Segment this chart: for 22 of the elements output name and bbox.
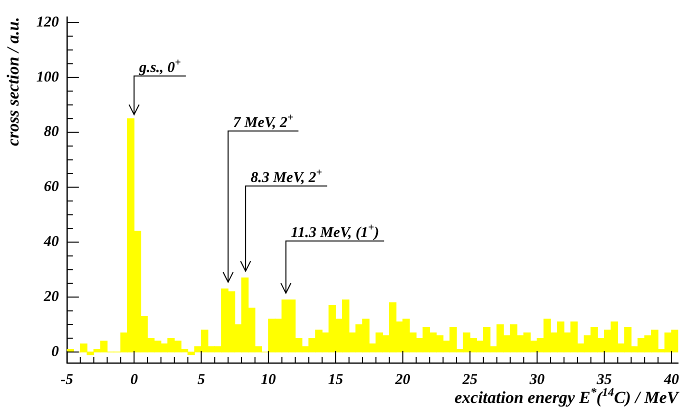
x-tick-label: 35 [596, 372, 612, 388]
annotation: 7 MeV, 2+ [233, 112, 294, 131]
y-axis-title: cross section / a.u. [4, 17, 23, 146]
y-tick-label: 20 [42, 288, 60, 305]
y-tick-label: 60 [44, 179, 60, 196]
y-tick-label: 0 [51, 344, 60, 360]
y-tick-label: 120 [36, 14, 60, 30]
x-tick-label: 0 [130, 372, 138, 388]
annotation: 11.3 MeV, (1+) [290, 222, 380, 241]
x-tick-label: 30 [528, 372, 546, 388]
annotation: g.s., 0+ [138, 58, 181, 76]
annotation: 8.3 MeV, 2+ [250, 168, 322, 186]
x-tick-label: 10 [260, 372, 276, 388]
x-tick-label: 5 [198, 372, 206, 388]
y-tick-label: 40 [42, 234, 60, 250]
y-tick-label: 80 [44, 124, 60, 140]
x-tick-label: 25 [461, 372, 478, 388]
x-tick-label: -5 [60, 372, 74, 388]
x-tick-label: 20 [394, 372, 411, 388]
y-tick-label: 100 [36, 69, 60, 86]
x-tick-label: 15 [328, 372, 344, 388]
x-tick-label: 40 [662, 372, 680, 388]
